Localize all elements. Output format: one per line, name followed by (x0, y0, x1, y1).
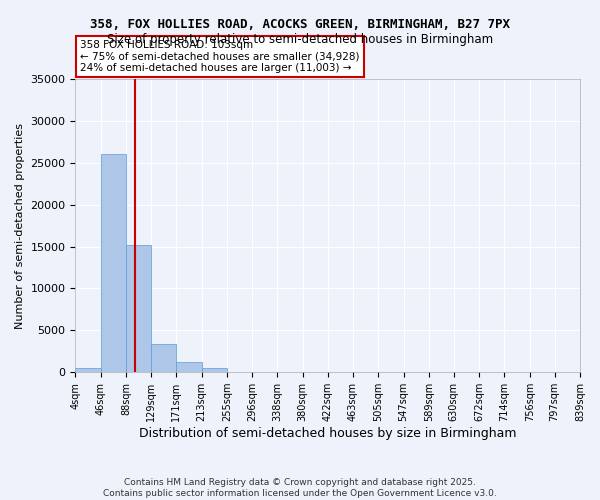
X-axis label: Distribution of semi-detached houses by size in Birmingham: Distribution of semi-detached houses by … (139, 427, 517, 440)
Bar (151, 344, 176, 372)
Bar (126, 245, 151, 372)
Bar (176, 362, 202, 372)
Bar (202, 368, 227, 372)
Text: 358, FOX HOLLIES ROAD, ACOCKS GREEN, BIRMINGHAM, B27 7PX: 358, FOX HOLLIES ROAD, ACOCKS GREEN, BIR… (90, 18, 510, 30)
Y-axis label: Number of semi-detached properties: Number of semi-detached properties (15, 122, 25, 328)
Bar (76, 368, 101, 372)
Text: 358 FOX HOLLIES ROAD: 103sqm
← 75% of semi-detached houses are smaller (34,928)
: 358 FOX HOLLIES ROAD: 103sqm ← 75% of se… (80, 40, 360, 73)
Bar (101, 154, 126, 372)
Text: Contains HM Land Registry data © Crown copyright and database right 2025.
Contai: Contains HM Land Registry data © Crown c… (103, 478, 497, 498)
Text: Size of property relative to semi-detached houses in Birmingham: Size of property relative to semi-detach… (107, 32, 493, 46)
